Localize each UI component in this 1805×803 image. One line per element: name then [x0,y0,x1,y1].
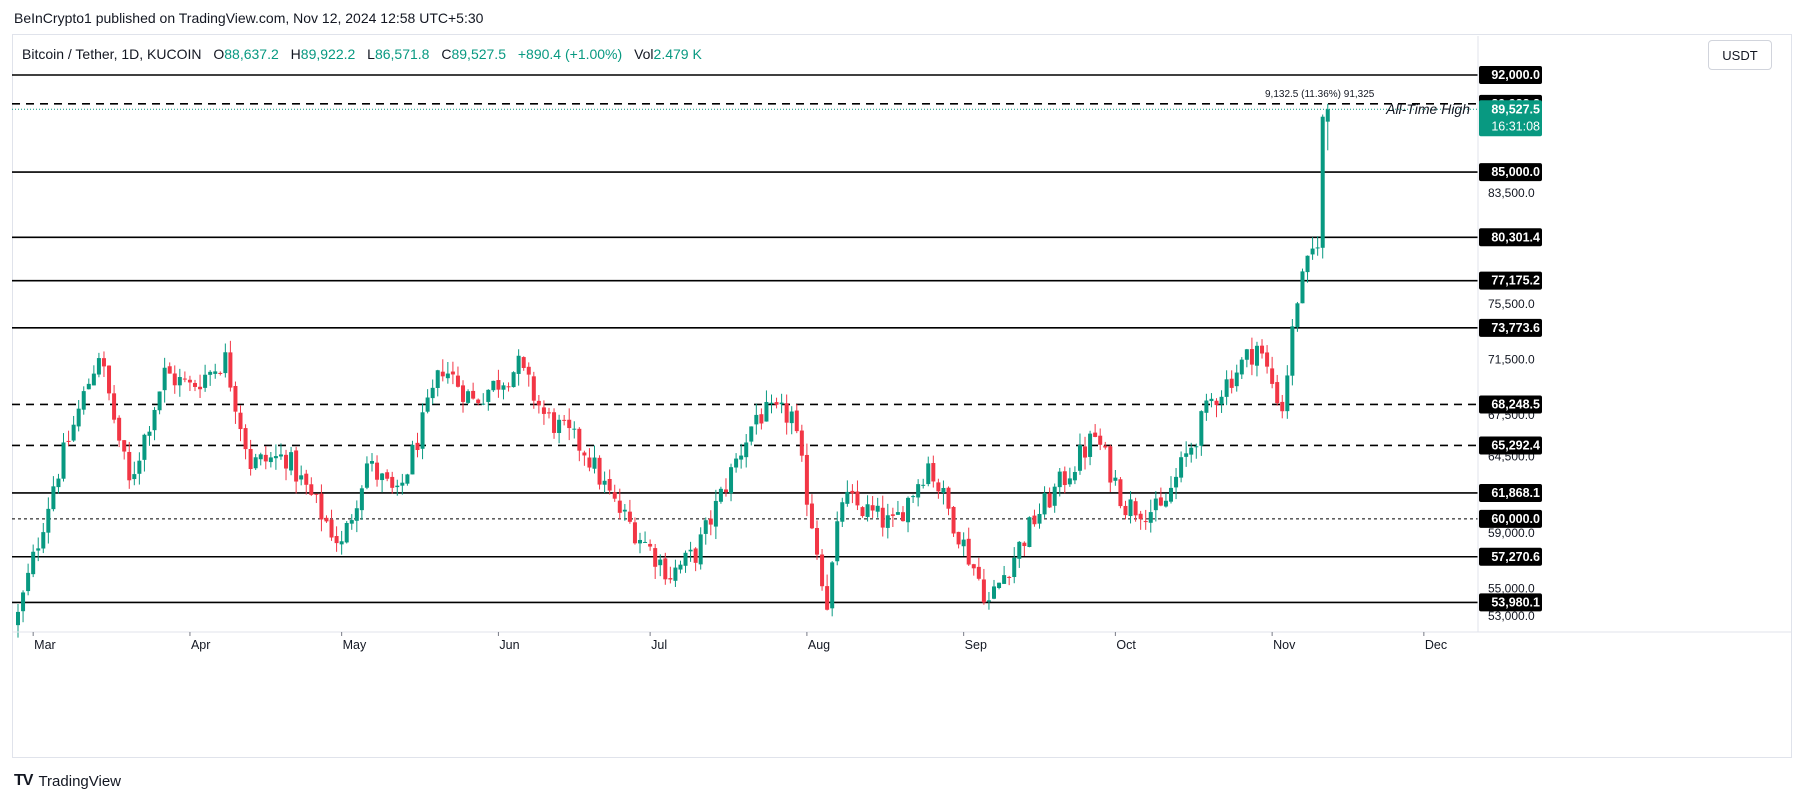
ohlc-legend: Bitcoin / Tether, 1D, KUCOIN O88,637.2 H… [22,46,702,62]
chart-frame [12,34,1792,758]
close-value: 89,527.5 [451,46,506,62]
tradingview-footer: TV TradingView [14,772,121,790]
open-label: O [213,46,225,62]
volume-label: Vol [634,46,654,62]
volume-value: 2.479 K [653,46,702,62]
publisher-line: BeInCrypto1 published on TradingView.com… [14,10,484,26]
symbol-title[interactable]: Bitcoin / Tether, 1D, KUCOIN [22,46,202,62]
currency-unit-button[interactable]: USDT [1708,40,1772,70]
low-label: L [367,46,375,62]
high-value: 89,922.2 [300,46,356,62]
change-value: +890.4 (+1.00%) [517,46,623,62]
close-label: C [441,46,452,62]
tradingview-logo-icon: TV [14,772,33,789]
low-value: 86,571.8 [374,46,430,62]
high-label: H [290,46,301,62]
tradingview-brand: TradingView [38,772,121,790]
open-value: 88,637.2 [224,46,279,62]
